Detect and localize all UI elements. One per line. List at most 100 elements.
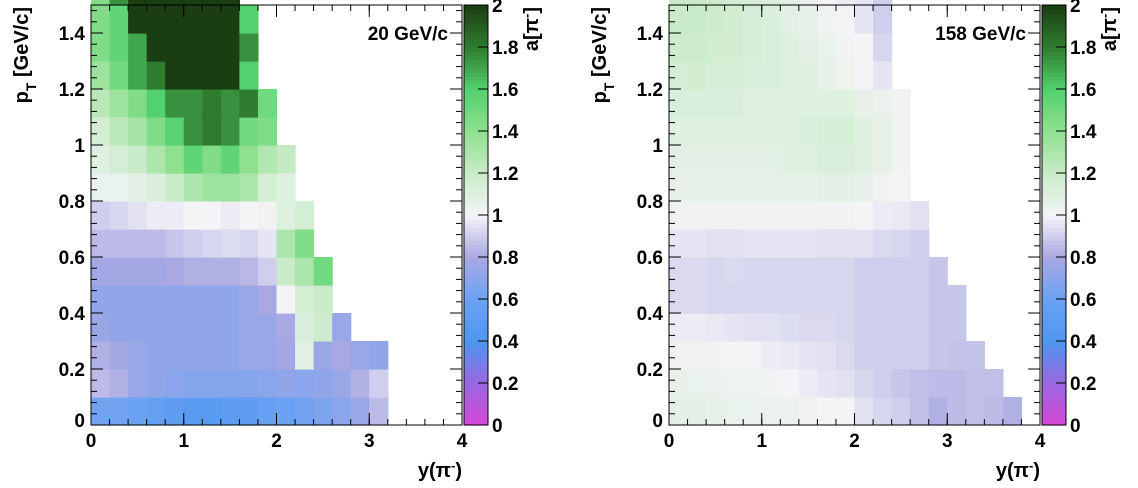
colorbar-segment <box>1042 84 1066 90</box>
heatmap-cell <box>220 5 240 34</box>
colorbar-segment <box>1042 147 1066 153</box>
heatmap-cell <box>165 117 185 146</box>
heatmap-cell <box>835 341 856 370</box>
heatmap-cell <box>669 285 689 314</box>
colorbar-segment <box>1042 13 1066 19</box>
heatmap-cell <box>910 285 930 314</box>
heatmap-cell <box>835 61 856 90</box>
colorbar-segment <box>1042 139 1066 145</box>
heatmap-cell <box>873 313 893 342</box>
colorbar-segment <box>1042 383 1066 388</box>
heatmap-cell <box>873 229 893 258</box>
heatmap-cell <box>220 229 240 258</box>
heatmap-cell <box>295 201 315 230</box>
heatmap-cell <box>724 285 744 314</box>
heatmap-cell <box>743 5 763 34</box>
heatmap-cell <box>369 341 389 370</box>
heatmap-cell <box>183 145 203 174</box>
heatmap-cell <box>109 341 129 370</box>
heatmap-cell <box>743 229 763 258</box>
heatmap-cell <box>724 89 744 118</box>
heatmap-cell <box>109 33 129 62</box>
colorbar-tick-label: 0.6 <box>1070 290 1096 311</box>
colorbar-segment <box>1042 51 1066 56</box>
colorbar-segment <box>1042 399 1066 405</box>
heatmap-cell <box>873 173 893 202</box>
colorbar-segment <box>464 366 488 371</box>
heatmap-cell <box>165 201 185 230</box>
x-tick-label: 1 <box>756 431 767 452</box>
heatmap-cell <box>835 89 856 118</box>
colorbar-segment <box>464 202 488 208</box>
heatmap-cell <box>295 369 315 398</box>
heatmap-cell <box>109 0 129 6</box>
heatmap-cell <box>835 257 856 286</box>
heatmap-cell <box>165 229 185 258</box>
colorbar-segment <box>1042 223 1066 229</box>
heatmap-cell <box>798 173 818 202</box>
heatmap-cell <box>835 173 856 202</box>
heatmap-cell <box>165 5 185 34</box>
heatmap-cell <box>724 397 744 426</box>
colorbar-segment <box>1042 97 1066 103</box>
colorbar-tick-label: 1.2 <box>492 164 518 185</box>
heatmap-cell <box>165 145 185 174</box>
heatmap-cell <box>798 341 818 370</box>
colorbar-segment <box>1042 357 1066 363</box>
colorbar-segment <box>464 391 488 397</box>
heatmap-cell <box>109 145 129 174</box>
colorbar-segment <box>464 273 488 279</box>
colorbar-segment <box>464 252 488 258</box>
heatmap-cell <box>257 285 278 314</box>
heatmap-cell <box>295 313 315 342</box>
heatmap-cell <box>798 229 818 258</box>
heatmap-cell <box>835 229 856 258</box>
heatmap-cell <box>706 257 726 286</box>
colorbar-segment <box>1042 173 1066 178</box>
heatmap-cell <box>891 89 911 118</box>
colorbar-segment <box>1042 370 1066 376</box>
heatmap-cell <box>146 313 166 342</box>
y-axis-label: pT [GeV/c] <box>589 7 617 103</box>
colorbar-segment <box>1042 366 1066 371</box>
heatmap-cell <box>295 229 315 258</box>
colorbar-segment <box>464 231 488 237</box>
colorbar-segment <box>464 362 488 367</box>
heatmap-cell <box>128 257 148 286</box>
colorbar-segment <box>464 341 488 346</box>
colorbar-segment <box>464 55 488 61</box>
heatmap-cell <box>220 33 240 62</box>
heatmap-cell <box>332 369 352 398</box>
heatmap-cell <box>798 61 818 90</box>
heatmap-cell <box>128 201 148 230</box>
heatmap-cell <box>239 257 259 286</box>
heatmap-cell <box>91 285 111 314</box>
colorbar-segment <box>1042 257 1066 262</box>
heatmap-cell <box>669 5 689 34</box>
heatmap-cell <box>220 285 240 314</box>
heatmap-cell <box>724 33 744 62</box>
heatmap-cell <box>928 285 948 314</box>
heatmap-cell <box>220 145 240 174</box>
heatmap-cell <box>183 313 203 342</box>
colorbar-segment <box>1042 412 1066 418</box>
heatmap-cell <box>202 257 222 286</box>
heatmap-cell <box>183 341 203 370</box>
heatmap-cell <box>276 257 296 286</box>
heatmap-cell <box>257 201 278 230</box>
heatmap-cell <box>91 369 111 398</box>
heatmap-cell <box>128 313 148 342</box>
colorbar-segment <box>1042 303 1066 308</box>
heatmap-cell <box>91 229 111 258</box>
heatmap-cell <box>817 5 837 34</box>
heatmap-cell <box>109 173 129 202</box>
colorbar-segment <box>464 68 488 73</box>
heatmap-cell <box>109 369 129 398</box>
heatmap-panel-20gev: 0 1 2 3 4 0 0.2 0.4 0.6 0.8 1 1.2 1.4 0 0.2 0.4 0.6 0.8 1… <box>11 0 543 482</box>
heatmap-cell <box>128 229 148 258</box>
heatmap-cell <box>706 313 726 342</box>
colorbar-segment <box>464 286 488 292</box>
heatmap-cell <box>257 173 278 202</box>
colorbar-segment <box>1042 404 1066 409</box>
